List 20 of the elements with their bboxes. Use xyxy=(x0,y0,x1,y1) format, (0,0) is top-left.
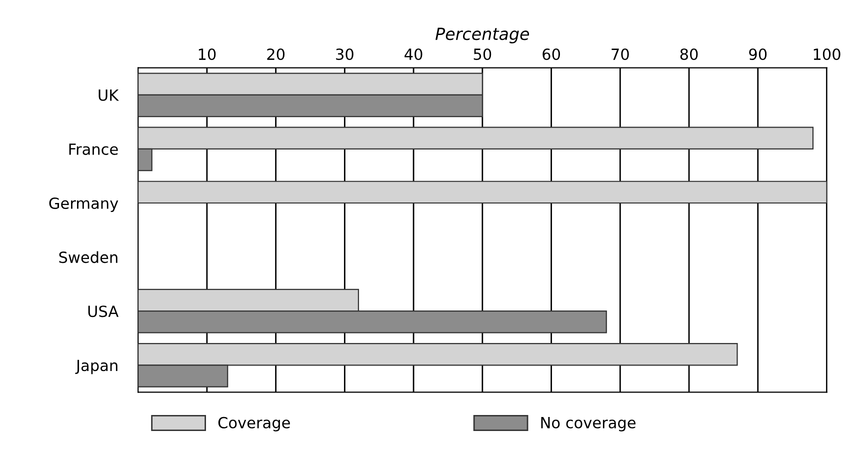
x-tick-label: 90 xyxy=(749,48,767,60)
x-tick-label: 70 xyxy=(612,48,629,60)
x-tick-label: 40 xyxy=(404,48,422,60)
x-axis-title: Percentage xyxy=(436,28,530,44)
x-tick-label: 60 xyxy=(542,48,560,60)
y-tick-label: Japan xyxy=(75,360,118,374)
x-tick-label: 30 xyxy=(336,48,354,60)
y-tick-label: Germany xyxy=(49,197,118,212)
x-tick-label: 80 xyxy=(680,48,698,60)
x-tick-label: 20 xyxy=(267,48,285,60)
y-tick-label: France xyxy=(69,144,118,155)
x-tick-label: 100 xyxy=(814,48,840,60)
y-tick-label: Sweden xyxy=(59,251,118,264)
y-tick-label: USA xyxy=(88,306,119,318)
legend-label: Coverage xyxy=(218,416,290,432)
legend-label: No coverage xyxy=(541,417,636,432)
x-tick-label: 10 xyxy=(198,48,216,60)
y-tick-label: UK xyxy=(98,90,119,101)
x-tick-label: 50 xyxy=(474,48,492,60)
bar xyxy=(138,180,827,204)
